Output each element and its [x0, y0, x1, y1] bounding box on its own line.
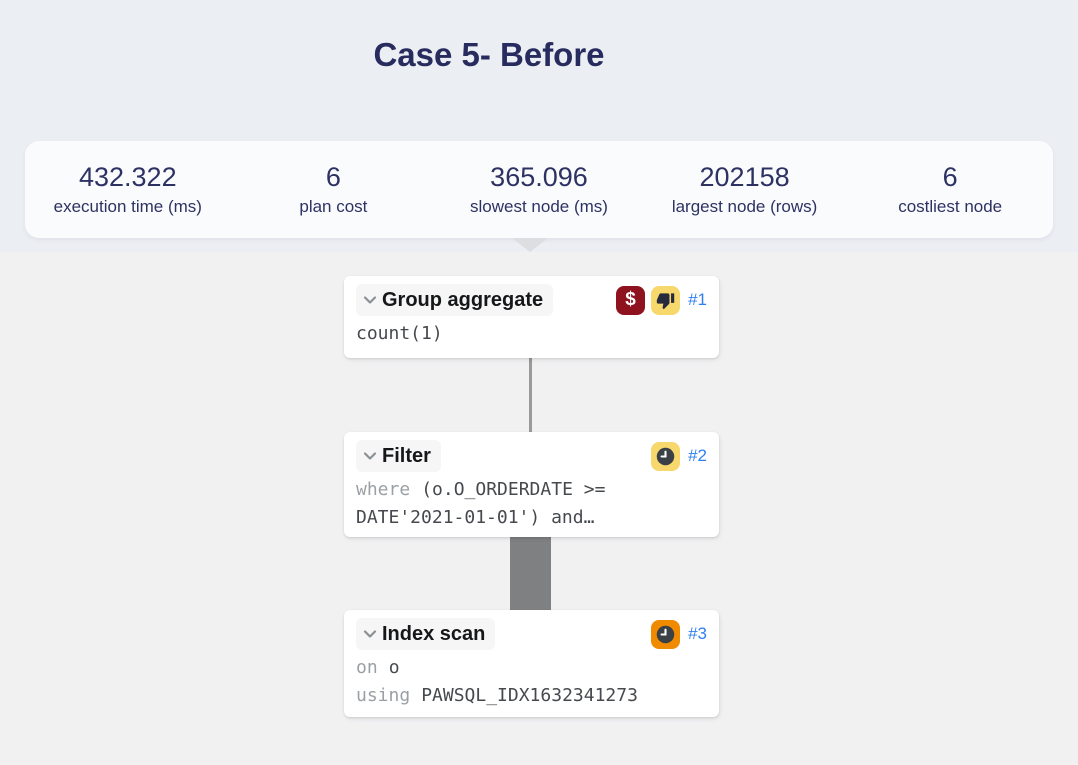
node-title: Filter [382, 445, 431, 467]
sql-text: PAWSQL_IDX1632341273 [421, 685, 638, 706]
stat-execution-time: 432.322 execution time (ms) [25, 141, 231, 238]
stat-label: plan cost [299, 197, 368, 216]
stat-slowest-node: 365.096 slowest node (ms) [436, 141, 642, 238]
node-number: #1 [688, 290, 707, 309]
inefficiency-badge [651, 285, 681, 315]
node-details: on o using PAWSQL_IDX1632341273 [356, 654, 705, 710]
connector-node2-node3 [510, 537, 551, 610]
node-header: Group aggregate $ #1 [356, 284, 707, 316]
node-title: Index scan [382, 623, 486, 645]
node-header: Index scan #3 [356, 618, 707, 650]
stat-value: 6 [325, 162, 341, 192]
node-details: where (o.O_ORDERDATE >= DATE'2021-01-01')… [356, 476, 705, 532]
sql-keyword: using [356, 685, 411, 706]
page-title: Case 5- Before [373, 36, 605, 73]
plan-node-group-aggregate[interactable]: Group aggregate $ #1 count(1) [344, 276, 719, 358]
stat-label: execution time (ms) [53, 197, 202, 216]
stat-label: costliest node [898, 197, 1003, 216]
sql-text: (o.O_ORDERDATE >= DATE'2021-01-01') and… [356, 479, 606, 528]
high-cost-badge: $ [616, 285, 646, 315]
stat-value: 6 [942, 162, 958, 192]
stat-value: 432.322 [78, 162, 177, 192]
summary-stats-bar: 432.322 execution time (ms) 6 plan cost … [25, 141, 1053, 238]
node-badges: $ #1 [616, 285, 707, 315]
node-detail-row: using PAWSQL_IDX1632341273 [356, 682, 705, 710]
plan-node-index-scan[interactable]: Index scan #3 on o using PAWSQL_IDX1632341… [344, 610, 719, 717]
slow-node-badge [651, 441, 681, 471]
stat-label: largest node (rows) [671, 197, 818, 216]
node-title-toggle[interactable]: Filter [356, 440, 441, 472]
stat-label: slowest node (ms) [470, 197, 608, 216]
node-badges: #2 [651, 441, 707, 471]
node-title-toggle[interactable]: Index scan [356, 618, 496, 650]
chevron-down-icon[interactable] [360, 290, 380, 310]
slow-node-badge [651, 619, 681, 649]
sql-keyword: on [356, 657, 378, 678]
plan-node-filter[interactable]: Filter #2 where (o.O_ORDERDATE >= DATE'20… [344, 432, 719, 537]
clock-icon [656, 625, 675, 643]
sql-keyword: where [356, 479, 411, 500]
chevron-down-icon[interactable] [360, 624, 380, 644]
stat-costliest-node: 6 costliest node [847, 141, 1053, 238]
clock-icon [656, 447, 675, 465]
node-title: Group aggregate [382, 289, 544, 311]
connector-node1-node2 [529, 358, 532, 432]
stat-value: 365.096 [490, 162, 588, 192]
chevron-down-icon[interactable] [360, 446, 380, 466]
sql-text: count(1) [356, 323, 443, 344]
dollar-icon: $ [625, 289, 636, 310]
sql-text: o [388, 657, 400, 678]
node-number: #2 [688, 446, 707, 465]
node-detail-row: on o [356, 654, 705, 682]
stat-largest-node: 202158 largest node (rows) [642, 141, 848, 238]
thumbs-down-icon [656, 292, 675, 309]
stats-pointer-triangle [512, 238, 548, 252]
node-title-toggle[interactable]: Group aggregate [356, 284, 554, 316]
node-number: #3 [688, 624, 707, 643]
node-detail-row: count(1) [356, 320, 705, 348]
node-details: count(1) [356, 320, 705, 348]
stat-plan-cost: 6 plan cost [231, 141, 437, 238]
node-badges: #3 [651, 619, 707, 649]
node-detail-row: where (o.O_ORDERDATE >= DATE'2021-01-01')… [356, 476, 705, 532]
stat-value: 202158 [699, 162, 790, 192]
node-header: Filter #2 [356, 440, 707, 472]
